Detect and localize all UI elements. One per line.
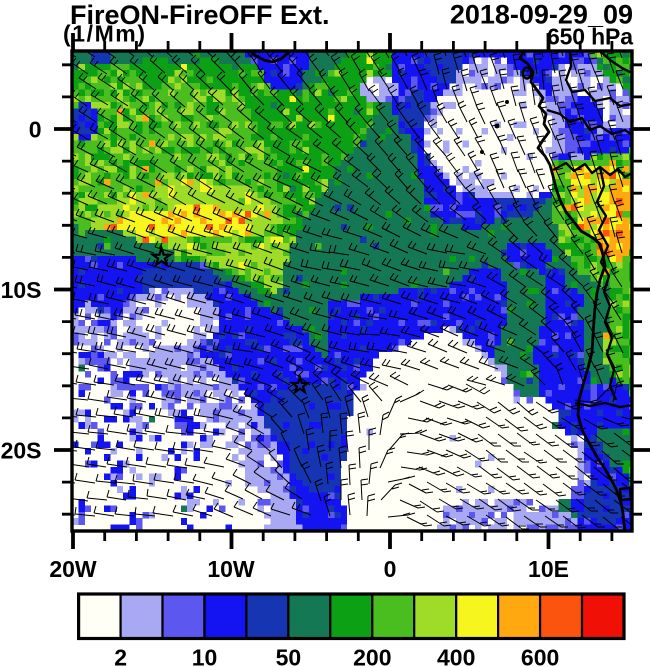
svg-text:20W: 20W xyxy=(49,556,97,582)
svg-text:0: 0 xyxy=(29,117,42,143)
svg-text:50: 50 xyxy=(276,645,302,667)
svg-text:2018-09-29_09: 2018-09-29_09 xyxy=(450,0,633,30)
svg-text:2: 2 xyxy=(114,645,127,667)
svg-text:(1/Mm): (1/Mm) xyxy=(63,21,145,47)
svg-text:20S: 20S xyxy=(1,438,42,464)
svg-text:600: 600 xyxy=(521,645,559,667)
svg-text:200: 200 xyxy=(353,645,391,667)
svg-text:FireON-FireOFF Ext.: FireON-FireOFF Ext. xyxy=(70,0,330,30)
svg-text:650 hPa: 650 hPa xyxy=(547,24,633,50)
svg-text:0: 0 xyxy=(384,556,397,582)
svg-text:10W: 10W xyxy=(207,556,255,582)
svg-text:10E: 10E xyxy=(528,556,569,582)
svg-text:400: 400 xyxy=(437,645,475,667)
svg-text:10: 10 xyxy=(192,645,218,667)
svg-text:10S: 10S xyxy=(1,277,42,303)
